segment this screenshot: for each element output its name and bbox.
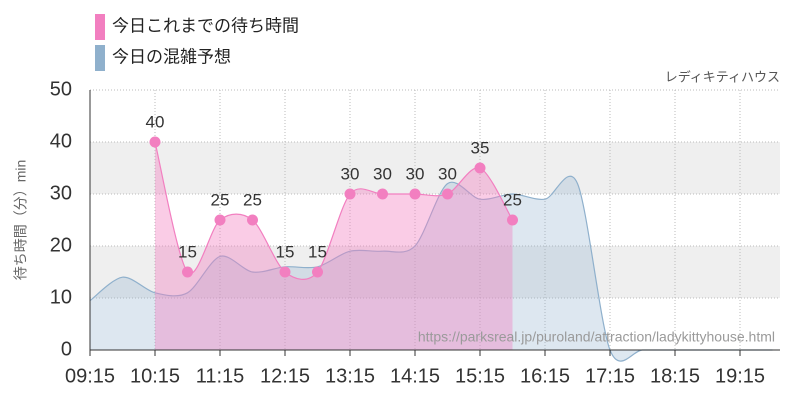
- legend-label: 今日これまでの待ち時間: [112, 16, 299, 35]
- x-tick-label: 10:15: [130, 365, 180, 387]
- data-label: 30: [438, 164, 457, 183]
- data-point: [182, 266, 193, 278]
- data-label: 15: [308, 242, 327, 261]
- data-label: 25: [503, 190, 522, 209]
- y-axis-label: 待ち時間（分）min: [13, 160, 29, 281]
- x-tick-label: 11:15: [196, 365, 245, 387]
- data-point: [377, 188, 388, 200]
- legend-swatch: [95, 14, 105, 40]
- y-tick-label: 20: [50, 234, 72, 256]
- data-label: 35: [471, 138, 490, 157]
- data-label: 15: [178, 242, 197, 261]
- area-fill: [90, 176, 773, 362]
- x-tick-label: 12:15: [260, 365, 310, 387]
- y-tick-label: 30: [50, 182, 72, 204]
- legend-swatch: [95, 45, 105, 71]
- data-point: [279, 266, 291, 278]
- x-tick-label: 19:15: [715, 365, 765, 387]
- data-point: [312, 266, 323, 278]
- area-fill: [155, 142, 513, 350]
- y-tick-label: 10: [50, 286, 72, 308]
- x-tick-label: 16:15: [520, 365, 570, 387]
- annotation: レディキティハウス: [665, 69, 780, 84]
- x-tick-label: 14:15: [390, 365, 440, 387]
- x-tick-label: 18:15: [650, 365, 700, 387]
- data-point: [442, 188, 453, 200]
- x-tick-label: 13:15: [325, 365, 375, 387]
- data-point: [344, 188, 356, 200]
- grid-band: [90, 142, 780, 194]
- grid-bands: [89, 89, 780, 351]
- x-tick-label: 15:15: [455, 365, 505, 387]
- data-label: 30: [341, 164, 360, 183]
- x-tick-label: 09:15: [65, 365, 115, 387]
- data-label: 30: [373, 164, 392, 183]
- y-tick-label: 50: [50, 78, 72, 100]
- x-tick-label: 17:15: [585, 365, 635, 387]
- watermark: https://parksreal.jp/puroland/attraction…: [418, 329, 775, 345]
- y-tick-label: 0: [61, 338, 72, 360]
- data-label: 15: [276, 242, 295, 261]
- data-point: [409, 188, 421, 200]
- data-point: [474, 162, 486, 174]
- data-point: [149, 136, 161, 148]
- y-tick-label: 40: [50, 130, 72, 152]
- data-label: 40: [146, 112, 165, 131]
- data-point: [214, 214, 226, 226]
- data-label: 25: [243, 190, 262, 209]
- data-point: [247, 214, 258, 226]
- legend-label: 今日の混雑予想: [112, 47, 231, 66]
- data-point: [507, 214, 518, 226]
- data-label: 30: [406, 164, 425, 183]
- data-label: 25: [211, 190, 230, 209]
